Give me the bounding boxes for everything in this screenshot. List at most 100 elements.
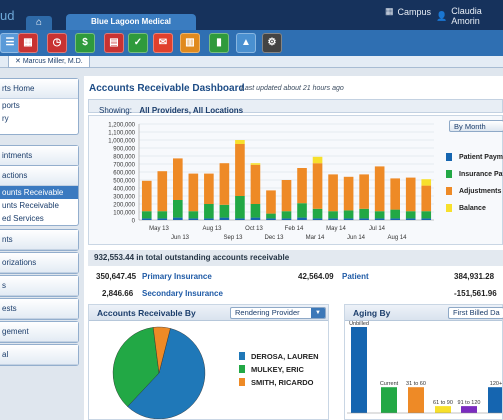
bar-adjustments: [343, 176, 354, 211]
sidebar-item[interactable]: ests: [0, 299, 78, 319]
sidebar-group-8: gement: [0, 321, 79, 343]
bar-insurance-payments: [266, 213, 276, 219]
sidebar-item[interactable]: unts Receivable: [2, 201, 59, 210]
filter-bar[interactable]: Showing: All Providers, All Locations: [88, 99, 503, 115]
clock-icon[interactable]: ◷: [47, 33, 67, 53]
sidebar-group-2: intments: [0, 145, 79, 167]
legend-label: Insurance Payments: [459, 171, 503, 178]
pie-slice: [112, 327, 160, 407]
sidebar-item[interactable]: orizations: [0, 253, 78, 273]
legend-swatch: [239, 352, 245, 360]
x-tick-label: May 14: [326, 226, 346, 232]
bar-patient-payments: [204, 218, 214, 220]
patient-value: 384,931.28: [454, 272, 495, 281]
bar-patient-payments: [157, 218, 168, 220]
y-tick-label: 800,000: [113, 155, 135, 161]
secondary-insurance-link[interactable]: Secondary Insurance: [142, 289, 223, 298]
y-tick-label: 400,000: [113, 187, 135, 193]
legend-label: Balance: [459, 205, 486, 212]
bar-adjustments: [188, 173, 199, 212]
sidebar-item[interactable]: actions: [0, 166, 78, 186]
first-billed-select[interactable]: First Billed Da: [448, 307, 503, 319]
legend-label: Patient Payments: [459, 154, 503, 161]
y-tick-label: 0: [132, 219, 136, 225]
patient-link[interactable]: Patient: [342, 272, 369, 281]
user-menu[interactable]: 👤 Claudia Amorin: [436, 6, 482, 26]
sidebar-item[interactable]: ounts Receivable: [0, 186, 78, 199]
rendering-provider-select[interactable]: Rendering Provider ▼: [230, 307, 326, 319]
patient-tab[interactable]: ✕ Marcus Miller, M.D.: [8, 56, 90, 68]
messages-icon[interactable]: ✉: [153, 33, 173, 53]
ar-chart-box: 0 100,000 200,000 300,000 400,000 500,000 600,…: [88, 115, 503, 245]
last-updated-text: Last updated about 21 hours ago: [241, 85, 344, 92]
bar-insurance-payments: [173, 200, 183, 218]
reports-icon[interactable]: ▥: [180, 33, 200, 53]
sidebar-item[interactable]: intments: [0, 146, 78, 166]
legend-label: DEROSA, LAUREN: [251, 352, 319, 361]
y-tick-label: 1,200,000: [108, 123, 135, 129]
aging-header: Aging By First Billed Da: [345, 305, 503, 321]
bar-patient-payments: [312, 218, 323, 220]
bar-insurance-payments: [157, 211, 168, 219]
sidebar-item[interactable]: nts: [0, 230, 78, 250]
x-tick-label: Aug 14: [387, 235, 407, 241]
calendar-icon[interactable]: ▦: [18, 33, 38, 53]
primary-insurance-link[interactable]: Primary Insurance: [142, 272, 212, 281]
aging-panel: Aging By First Billed Da Unbilled Current…: [344, 304, 503, 420]
aging-bar: [488, 387, 502, 413]
chevron-down-icon: ▼: [311, 308, 325, 318]
bar-patient-payments: [266, 218, 276, 220]
sidebar-group-3: actions ounts Receivable unts Receivable ed…: [0, 165, 79, 226]
bar-adjustments: [266, 190, 276, 214]
documents-icon[interactable]: ▤: [104, 33, 124, 53]
primary-amount: 350,647.45: [96, 272, 137, 281]
sidebar-item[interactable]: al: [0, 345, 78, 365]
analytics-icon[interactable]: ▲: [236, 33, 256, 53]
campus-icon: ▦: [385, 6, 394, 16]
library-icon[interactable]: ▮: [209, 33, 229, 53]
pie-slice: [152, 326, 171, 374]
home-tab[interactable]: ⌂: [26, 16, 52, 30]
bar-adjustments: [281, 180, 292, 212]
by-month-select[interactable]: By Month: [449, 120, 503, 132]
bar-insurance-payments: [235, 196, 245, 219]
sidebar-item[interactable]: ed Services: [2, 214, 44, 223]
legend-label: MULKEY, ERIC: [251, 365, 304, 374]
ar-monthly-chart: 0 100,000 200,000 300,000 400,000 500,000 600,…: [108, 123, 503, 242]
campus-menu[interactable]: ▦ Campus: [385, 6, 432, 17]
bar-patient-payments: [405, 218, 416, 220]
bar-insurance-payments: [421, 211, 432, 219]
x-tick-label: Feb 14: [285, 226, 304, 232]
sidebar-item[interactable]: s: [0, 276, 78, 296]
sidebar-item[interactable]: gement: [0, 322, 78, 342]
app-logo: ud: [0, 8, 15, 23]
bar-adjustments: [157, 171, 168, 212]
settings-icon[interactable]: ⚙: [262, 33, 282, 53]
x-tick-label: Mar 14: [306, 235, 325, 241]
pie-legend-item: SMITH, RICARDO: [239, 378, 314, 387]
bar-insurance-payments: [312, 208, 323, 219]
tasks-icon[interactable]: ✓: [128, 33, 148, 53]
sidebar-item[interactable]: ports: [2, 101, 20, 110]
bar-insurance-payments: [374, 211, 385, 219]
billing-icon[interactable]: $: [75, 33, 95, 53]
bar-insurance-payments: [141, 211, 152, 219]
legend-label: SMITH, RICARDO: [251, 378, 314, 387]
bar-insurance-payments: [405, 211, 416, 219]
total-outstanding: 932,553.44 in total outstanding accounts…: [88, 250, 503, 266]
bar-patient-payments: [328, 218, 338, 220]
sidebar-item[interactable]: ry: [2, 114, 9, 123]
pie-legend-item: MULKEY, ERIC: [239, 365, 304, 374]
legend-label: Adjustments: [459, 188, 502, 195]
aging-bar: [435, 406, 451, 413]
sidebar-group-9: al: [0, 344, 79, 366]
aging-bar: [408, 387, 424, 413]
main-toolbar: ☰ ▦ ◷ $ ▤ ✓ ✉ ▥ ▮ ▲ ⚙: [0, 30, 503, 56]
practice-tab[interactable]: Blue Lagoon Medical: [66, 14, 196, 30]
x-tick-label: Sep 13: [223, 235, 243, 241]
patients-icon[interactable]: ☰: [0, 33, 20, 53]
sidebar-item[interactable]: rts Home: [0, 79, 78, 99]
aging-bar: [461, 406, 477, 413]
sidebar-group-1: rts Home ports ry: [0, 78, 79, 135]
